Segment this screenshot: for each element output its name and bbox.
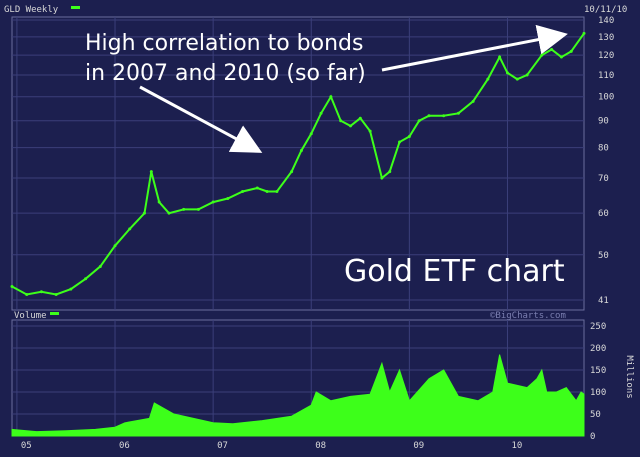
price-point [69, 287, 73, 291]
x-tick-label: 09 [413, 441, 424, 451]
price-point [368, 129, 372, 133]
volume-tick-label: 200 [590, 344, 606, 354]
price-point [486, 77, 490, 81]
price-point [388, 170, 392, 174]
volume-title: Volume [14, 311, 47, 321]
price-legend-swatch [71, 6, 80, 9]
big-chart-label: Gold ETF chart [344, 254, 565, 289]
price-point [550, 48, 554, 52]
price-point [525, 73, 529, 77]
price-point [582, 31, 586, 35]
price-tick-label: 100 [598, 93, 614, 103]
price-point [265, 189, 269, 193]
price-point [407, 134, 411, 138]
price-tick-label: 120 [598, 51, 614, 61]
x-tick-label: 06 [119, 441, 130, 451]
volume-unit-label: Millions [624, 355, 634, 398]
price-point [113, 244, 117, 248]
price-point [142, 211, 146, 215]
price-point [299, 148, 303, 152]
copyright: ©BigCharts.com [490, 311, 566, 321]
price-point [182, 207, 186, 211]
x-tick-label: 07 [217, 441, 228, 451]
annotation-line2: in 2007 and 2010 (so far) [85, 61, 366, 86]
price-point [275, 189, 279, 193]
volume-tick-label: 0 [590, 432, 595, 442]
price-point [498, 55, 502, 59]
price-tick-label: 130 [598, 33, 614, 43]
price-point [84, 277, 88, 281]
annotation-line1: High correlation to bonds [85, 31, 363, 56]
price-points [10, 31, 586, 297]
price-tick-label: 110 [598, 71, 614, 81]
price-point [309, 132, 313, 136]
price-tick-label: 80 [598, 144, 609, 154]
volume-tick-label: 250 [590, 322, 606, 332]
price-tick-label: 90 [598, 117, 609, 127]
price-point [569, 49, 573, 53]
volume-tick-label: 100 [590, 388, 606, 398]
price-grid [12, 17, 584, 436]
arrow-to-2010 [381, 24, 568, 72]
price-tick-label: 41 [598, 296, 609, 306]
price-point [471, 99, 475, 103]
price-point [559, 55, 563, 59]
price-point [149, 170, 153, 174]
price-point [98, 264, 102, 268]
chart-title: GLD Weekly [4, 5, 59, 15]
volume-tick-labels: 0 50 100 150 200 250 [590, 322, 606, 442]
price-point [226, 196, 230, 200]
price-point [339, 119, 343, 123]
price-point [241, 189, 245, 193]
volume-legend-swatch [50, 312, 59, 315]
price-point [54, 293, 58, 297]
price-point [540, 53, 544, 57]
price-tick-labels: 41 50 60 70 80 90 100 110 120 130 140 [598, 16, 614, 306]
price-point [456, 111, 460, 115]
price-point [417, 119, 421, 123]
price-panel [11, 16, 585, 311]
volume-tick-label: 150 [590, 366, 606, 376]
price-point [128, 227, 132, 231]
price-tick-label: 50 [598, 251, 609, 261]
price-point [442, 114, 446, 118]
price-point [39, 290, 43, 294]
x-tick-label: 08 [315, 441, 326, 451]
price-point [211, 200, 215, 204]
chart-date: 10/11/10 [584, 5, 627, 15]
price-point [427, 114, 431, 118]
x-tick-label: 10 [511, 441, 522, 451]
price-point [196, 207, 200, 211]
price-point [398, 140, 402, 144]
arrow-to-2007 [139, 85, 263, 153]
x-tick-labels: 05 06 07 08 09 10 [21, 441, 522, 451]
price-point [157, 200, 161, 204]
price-tick-label: 60 [598, 209, 609, 219]
price-point [10, 285, 14, 289]
price-point [167, 211, 171, 215]
price-point [329, 95, 333, 99]
price-point [505, 71, 509, 75]
price-point [290, 170, 294, 174]
price-point [319, 111, 323, 115]
price-point [380, 176, 384, 180]
price-point [348, 124, 352, 128]
x-tick-label: 05 [21, 441, 32, 451]
price-point [255, 186, 259, 190]
price-point [358, 116, 362, 120]
price-tick-label: 140 [598, 16, 614, 26]
volume-tick-label: 50 [590, 410, 601, 420]
volume-area [11, 354, 585, 437]
price-tick-label: 70 [598, 174, 609, 184]
price-point [515, 77, 519, 81]
price-point [25, 293, 29, 297]
